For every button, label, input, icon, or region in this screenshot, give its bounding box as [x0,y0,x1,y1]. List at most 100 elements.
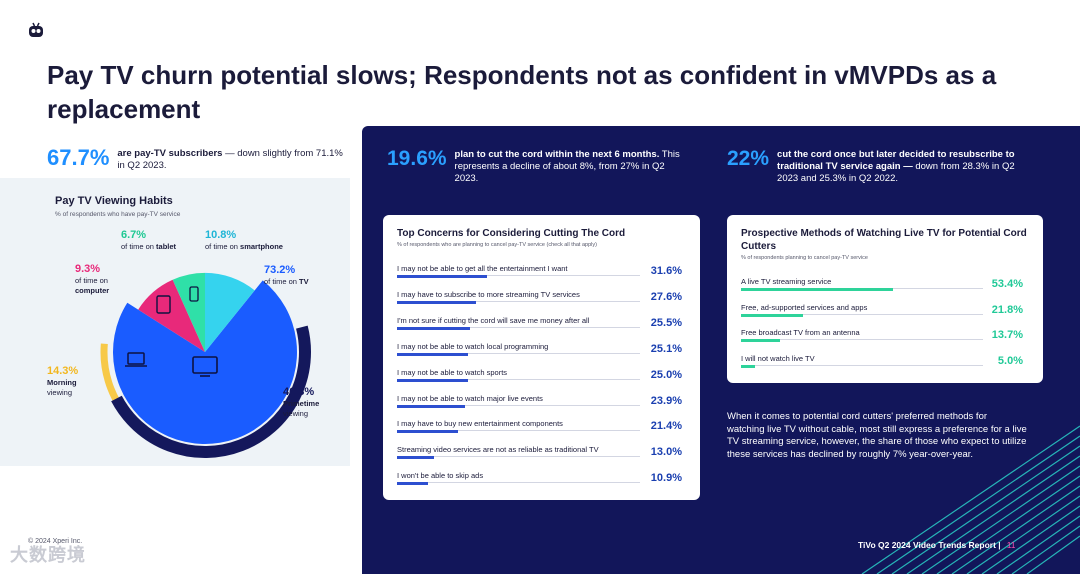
bar-fill [397,378,469,382]
report-name: TiVo Q2 2024 Video Trends Report | [858,540,1001,550]
pie-slice-computer [138,279,205,352]
bar-row: I may have to subscribe to more streamin… [397,288,686,312]
smartphone-icon [189,286,199,302]
bar-label: Streaming video services are not as reli… [397,445,599,455]
bar-track [741,313,983,315]
bar-label: A live TV streaming service [741,277,832,286]
concerns-card: Top Concerns for Considering Cutting The… [383,215,700,500]
bar-label: I may not be able to watch sports [397,367,508,377]
stat-text: — down slightly from 71.1% in Q2 2023. [117,148,343,171]
resubscribe-stat: 22% cut the cord once but later decided … [727,147,1035,185]
bar-fill [397,404,466,408]
methods-subtitle: % of respondents planning to cancel pay-… [741,255,868,261]
bar-row: Free, ad-supported services and apps 21.8… [741,301,1029,327]
cord-cut-plan-stat: 19.6% plan to cut the cord within the ne… [387,147,690,185]
stat-text: This represents a decline of about 8%, f… [454,149,680,184]
bar-track [741,339,983,340]
stat-bold: plan to cut the cord within the next 6 m… [454,149,660,160]
insight-paragraph: When it comes to potential cord cutters'… [727,411,1027,460]
bar-fill [397,275,487,278]
bar-value: 31.6% [650,265,682,277]
tablet-icon [156,295,171,314]
bar-value: 10.9% [650,472,682,485]
methods-card: Prospective Methods of Watching Live TV … [727,215,1043,383]
pie-label-smartphone: 10.8% of time on smartphone [205,229,283,251]
bar-row: A live TV streaming service 53.4% [741,275,1029,301]
bar-row: I may not be able to watch sports 25.0% [397,366,686,390]
bar-track [397,352,640,354]
stat-bold: cut the cord once but later decided to r… [777,149,1015,172]
bar-value: 21.8% [991,303,1023,316]
bar-track [741,364,983,366]
bar-fill [741,339,780,342]
laptop-icon [127,352,145,365]
bar-track [397,378,640,380]
bar-value: 13.0% [650,446,682,459]
pie-label-tv: 73.2% of time on TV [264,264,309,286]
bar-label: I will not watch live TV [741,353,815,363]
tv-icon [192,356,218,374]
bar-label: Free broadcast TV from an antenna [741,328,860,337]
bar-row: I'm not sure if cutting the cord will sa… [397,314,686,338]
bar-row: I may not be able to get all the enterta… [397,262,686,286]
bar-label: I may have to buy new entertainment comp… [397,419,563,429]
viewing-habits-pie-chart [100,272,311,458]
bar-fill [397,482,429,486]
bar-fill [741,288,893,291]
bar-row: I may not be able to watch local program… [397,340,686,364]
bar-track [397,430,640,432]
bar-track [397,300,640,302]
bar-row: I will not watch live TV 5.0% [741,352,1029,378]
bar-label: I may have to subscribe to more streamin… [397,289,580,299]
bar-label: I'm not sure if cutting the cord will sa… [397,315,590,325]
copyright: © 2024 Xperi Inc. [28,538,83,545]
stat-value: 19.6% [387,147,447,170]
pie-label-computer: 9.3% of time on computer [75,263,110,295]
pie-chart-title: Pay TV Viewing Habits [55,195,173,207]
pie-slice-smartphone [205,272,255,352]
bar-label: I may not be able to get all the enterta… [397,264,568,273]
bar-label: I won't be able to skip ads [397,471,484,481]
bar-value: 13.7% [991,329,1023,341]
pie-label-tablet: 6.7% of time on tablet [121,229,177,251]
bar-value: 25.0% [650,368,682,381]
stat-value: 67.7% [47,145,110,170]
stat-bold: are pay-TV subscribers [117,148,223,159]
bar-track [397,326,640,328]
pie-label-morning: 14.3% Morning viewing [47,365,79,397]
bar-fill [397,300,476,304]
page-title: Pay TV churn potential slows; Respondent… [47,60,997,124]
bar-track [397,275,640,276]
bar-value: 5.0% [997,354,1023,367]
bar-value: 27.6% [650,290,682,303]
pie-chart-subtitle: % of respondents who have pay-TV service [55,211,181,218]
bar-value: 25.5% [650,316,682,329]
bar-fill [397,456,435,460]
bar-row: I won't be able to skip ads 10.9% [397,469,686,493]
bar-value: 25.1% [650,342,682,355]
methods-title: Prospective Methods of Watching Live TV … [741,228,1027,252]
pie-label-primetime: 46.3% Primetime viewing [283,386,320,418]
bar-row: Streaming video services are not as reli… [397,443,686,467]
bar-label: I may not be able to watch major live ev… [397,393,543,403]
bar-fill [741,313,804,317]
footer: TiVo Q2 2024 Video Trends Report | 11 [858,540,1016,550]
bar-value: 21.4% [650,420,682,433]
stat-text: down from 28.3% in Q2 2023 and 25.3% in … [777,161,1015,184]
bar-track [397,482,640,484]
bar-track [397,404,640,406]
bar-row: Free broadcast TV from an antenna 13.7% [741,326,1029,352]
decorative-stripes [861,425,1080,574]
bar-value: 53.4% [991,278,1023,290]
stat-value: 22% [727,147,770,170]
concerns-title: Top Concerns for Considering Cutting The… [397,228,626,239]
pie-slice-tablet [172,272,205,352]
watermark: 大数跨境 [10,545,86,565]
tivo-robot-icon [29,22,43,37]
bar-row: I may have to buy new entertainment comp… [397,417,686,441]
bar-fill [397,326,470,330]
bar-row: I may not be able to watch major live ev… [397,392,686,416]
ring-primetime-viewing [111,325,311,458]
page-number: 11 [1006,540,1016,550]
pie-slice-tv [113,280,298,444]
